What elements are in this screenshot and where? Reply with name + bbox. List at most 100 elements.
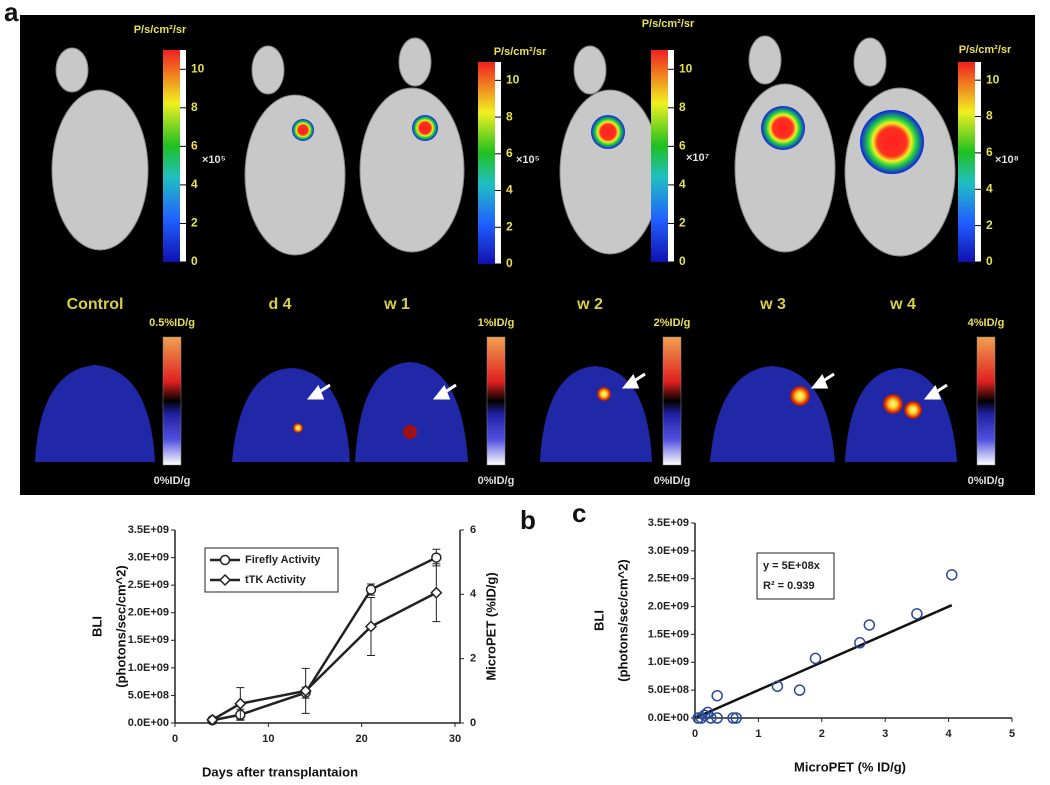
colorbar-tick-label: 8 <box>506 109 513 123</box>
colorbar-bottom-label: 0%ID/g <box>654 475 691 487</box>
pet-images <box>35 362 957 462</box>
arrows <box>306 372 948 400</box>
colorbar-tick-label: 0 <box>506 256 513 270</box>
colorbar-tick-label: 4 <box>986 181 993 195</box>
y-tick-label: 1.5E+09 <box>128 634 169 646</box>
data-point <box>711 712 723 724</box>
colorbar-tick-label: 6 <box>191 139 198 153</box>
x-tick-label: 0 <box>172 733 178 745</box>
timepoint-label: w 1 <box>383 296 410 313</box>
panel-label: a <box>4 0 19 27</box>
x-axis-label: Days after transplantaion <box>202 764 358 779</box>
y-tick-label: 2.0E+09 <box>648 600 689 612</box>
colorbar-tick-label: 8 <box>191 100 198 114</box>
y2-axis-label: MicroPET (%ID/g) <box>483 572 498 680</box>
x-tick-label: 3 <box>882 728 888 740</box>
colorbar-scale <box>668 50 674 262</box>
colorbar-tick-label: 10 <box>191 61 205 75</box>
data-point <box>946 569 958 581</box>
data-point <box>206 713 219 726</box>
x-tick-label: 1 <box>755 728 761 740</box>
data-point <box>863 619 876 631</box>
annotation: R² = 0.939 <box>763 580 815 592</box>
x-tick-label: 30 <box>449 733 461 745</box>
colorbar-tick-label: 10 <box>986 72 1000 86</box>
colorbar-scale <box>180 50 186 262</box>
x-tick-label: 5 <box>1009 728 1015 740</box>
colorbar-title: P/s/cm²/sr <box>134 24 187 36</box>
y-tick-label: 0.0E+00 <box>648 712 689 724</box>
y-axis-label: (photons/sec/cm^2) <box>615 559 630 681</box>
colorbar-tick-label: 2 <box>506 219 513 233</box>
y-tick-label: 3.0E+09 <box>128 551 169 563</box>
x-tick-label: 2 <box>819 728 825 740</box>
pet-colorbar <box>662 336 682 466</box>
y2-tick-label: 4 <box>470 588 477 600</box>
data-point <box>431 552 442 563</box>
x-tick-label: 0 <box>692 728 698 740</box>
bli-signals <box>292 106 924 174</box>
timepoint-label: w 2 <box>576 296 603 313</box>
annotation: y = 5E+08x <box>763 560 821 572</box>
data-point <box>727 712 739 724</box>
y-tick-label: 2.5E+09 <box>648 573 689 585</box>
pet-colorbar <box>162 336 182 466</box>
bli-colorbar <box>958 62 975 262</box>
colorbar-tick-label: 4 <box>679 177 686 191</box>
timepoint-label: w 4 <box>889 296 916 313</box>
colorbar-tick-label: 4 <box>506 183 513 197</box>
bli-colorbar <box>651 50 668 262</box>
colorbar-tick-label: 10 <box>506 73 520 87</box>
y2-tick-label: 2 <box>470 653 476 665</box>
data-point <box>365 584 377 595</box>
panel-label: b <box>520 505 536 535</box>
data-point <box>234 697 247 710</box>
y-tick-label: 5.0E+08 <box>128 689 169 701</box>
legend-label: tTK Activity <box>245 574 307 586</box>
data-point <box>705 712 717 724</box>
colorbar-tick-label: 2 <box>986 218 993 232</box>
colorbar-top-label: 1%ID/g <box>478 317 515 329</box>
data-point <box>730 712 742 724</box>
data-point <box>430 586 443 599</box>
legend-marker <box>218 573 232 587</box>
timepoint-label: Control <box>67 296 124 313</box>
data-point <box>299 684 312 697</box>
y2-tick-label: 6 <box>470 524 476 536</box>
colorbar-tick-label: 8 <box>986 109 993 123</box>
x-tick-label: 4 <box>946 728 953 740</box>
y-axis-label: (photons/sec/cm^2) <box>113 565 128 687</box>
colorbar-title: P/s/cm²/sr <box>494 46 547 58</box>
colorbar-multiplier: ×10⁵ <box>516 154 540 166</box>
y-tick-label: 3.5E+09 <box>128 524 169 536</box>
timepoint-label: d 4 <box>268 296 291 313</box>
y-axis-label: BLI <box>89 616 104 637</box>
y-tick-label: 3.0E+09 <box>648 545 689 557</box>
colorbar-scale <box>975 62 981 262</box>
x-tick-label: 10 <box>262 733 274 745</box>
colorbar-multiplier: ×10⁵ <box>202 154 226 166</box>
data-point <box>771 680 784 692</box>
legend-label: Firefly Activity <box>245 554 321 566</box>
y-tick-label: 3.5E+09 <box>648 517 689 529</box>
y-tick-label: 2.0E+09 <box>128 607 169 619</box>
data-point <box>698 709 711 721</box>
colorbar-top-label: 2%ID/g <box>654 317 691 329</box>
colorbar-tick-label: 2 <box>679 216 686 230</box>
annotation-box <box>756 552 835 600</box>
y-tick-label: 1.5E+09 <box>648 628 689 640</box>
y2-tick-label: 0 <box>470 717 476 729</box>
colorbar-tick-label: 6 <box>986 145 993 159</box>
colorbar-title: P/s/cm²/sr <box>959 44 1012 56</box>
colorbar-multiplier: ×10⁸ <box>995 154 1019 166</box>
data-point <box>692 712 704 724</box>
colorbar-tick-label: 6 <box>679 139 686 153</box>
charts: b 0.0E+00 5.0E+08 1.0E+09 1.5E+09 2.0E+09 2.5E… <box>89 498 1015 780</box>
data-point <box>701 706 714 719</box>
colorbar-tick-label: 10 <box>679 61 693 75</box>
colorbar-top-label: 4%ID/g <box>968 317 1005 329</box>
colorbar-tick-label: 6 <box>506 146 513 160</box>
data-point <box>793 684 806 696</box>
colorbar-tick-label: 2 <box>191 216 198 230</box>
